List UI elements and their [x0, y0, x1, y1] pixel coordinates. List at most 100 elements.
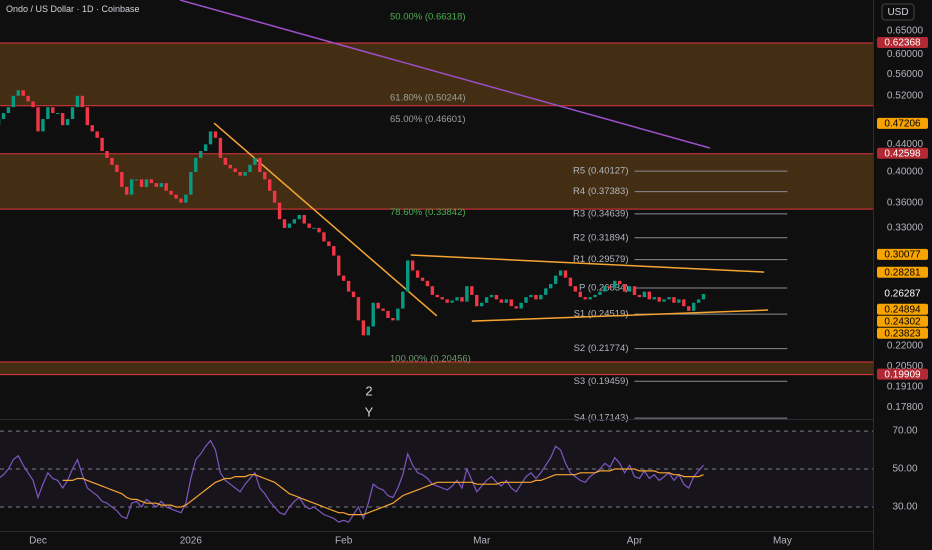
candle	[667, 297, 671, 300]
candle	[440, 297, 444, 300]
candle	[391, 317, 395, 321]
candle	[248, 164, 252, 173]
price-tag	[877, 266, 928, 278]
candle	[410, 260, 415, 271]
candle	[588, 297, 592, 300]
price-tag	[877, 248, 928, 260]
candle	[144, 179, 149, 187]
candle	[26, 95, 30, 102]
price-tag-label: 0.23823	[884, 328, 921, 339]
candle	[125, 186, 129, 195]
candle	[312, 227, 316, 229]
candle	[415, 270, 420, 278]
y-tick-label: 0.22000	[887, 340, 924, 351]
pivot-label: S3 (0.19459)	[574, 376, 629, 387]
candle	[470, 286, 474, 295]
candle	[292, 219, 297, 224]
candle	[420, 277, 425, 281]
candle	[524, 297, 528, 303]
candle	[381, 308, 385, 311]
y-tick-label: 0.36000	[887, 197, 924, 208]
currency-label[interactable]: USD	[887, 7, 908, 18]
y-tick-label: 0.33000	[887, 223, 924, 234]
fib-label: 61.80% (0.50244)	[390, 92, 466, 103]
candle	[598, 291, 602, 295]
candle	[253, 157, 257, 165]
candle	[16, 90, 20, 96]
fib-label: 65.00% (0.46601)	[390, 114, 466, 125]
candle	[115, 164, 119, 173]
candle	[396, 308, 400, 321]
candle	[56, 113, 60, 115]
price-pane: 50.00% (0.66318) 61.80% (0.50244) 65.00% (…	[0, 0, 874, 424]
y-tick-label: 0.52000	[887, 90, 924, 101]
price-tag-label: 0.62368	[884, 38, 921, 49]
candle	[337, 255, 341, 276]
pivot-label: R2 (0.31894)	[573, 232, 628, 243]
x-tick-label: Feb	[335, 536, 353, 547]
x-tick-label: Dec	[29, 536, 47, 547]
candle	[120, 172, 124, 187]
candle	[455, 297, 459, 301]
candle	[179, 198, 183, 203]
candle	[489, 294, 494, 298]
candle	[268, 179, 272, 191]
candle	[272, 190, 277, 203]
candle	[504, 299, 509, 303]
candle	[479, 302, 484, 307]
price-tag-label: 0.24894	[884, 304, 921, 315]
candle	[302, 214, 306, 224]
candle	[484, 297, 489, 303]
candle	[573, 286, 578, 292]
candle	[435, 294, 440, 298]
candle	[376, 302, 380, 309]
candle	[578, 291, 582, 298]
rsi-tick-label: 30.00	[892, 502, 917, 513]
candle	[159, 183, 163, 187]
price-tag	[877, 117, 928, 129]
candle	[277, 202, 282, 220]
candle	[647, 291, 651, 300]
currency-box[interactable]	[881, 3, 915, 21]
candle	[519, 302, 523, 309]
candle	[371, 302, 375, 327]
candle	[282, 219, 287, 228]
candle	[613, 280, 617, 289]
candle	[258, 157, 262, 173]
fib-label: 100.00% (0.20456)	[390, 353, 471, 364]
y-tick-label: 0.44000	[887, 139, 924, 150]
x-tick-label: Apr	[627, 536, 643, 547]
candle	[208, 131, 213, 145]
trendline	[179, 0, 711, 149]
candle	[539, 294, 543, 300]
candle	[51, 107, 55, 114]
candle	[287, 223, 292, 228]
candle	[593, 294, 597, 298]
candle	[657, 297, 661, 302]
price-tag-label: 0.30077	[884, 249, 921, 260]
candle	[110, 157, 114, 165]
pivot-label: S4 (0.17143)	[574, 413, 629, 424]
candle	[80, 95, 85, 108]
candle	[31, 101, 35, 108]
candle	[223, 157, 228, 165]
candle	[544, 288, 548, 295]
x-tick-label: May	[773, 536, 792, 547]
candle	[677, 299, 681, 303]
candle	[307, 223, 311, 228]
price-axis: 0.65000 0.60000 0.56000 0.52000 0.44000 0.400…	[29, 26, 928, 547]
price-tag-label: 0.28281	[884, 267, 921, 278]
candle	[70, 107, 75, 120]
candle	[687, 306, 691, 311]
candle	[401, 291, 405, 309]
candle	[529, 294, 533, 298]
candle	[317, 227, 321, 233]
candle	[701, 293, 706, 300]
candle	[65, 119, 70, 126]
trendline	[471, 309, 769, 322]
candle	[60, 113, 65, 126]
candle	[139, 179, 144, 187]
candle	[425, 280, 430, 287]
candle	[11, 95, 16, 108]
candle	[149, 179, 154, 184]
